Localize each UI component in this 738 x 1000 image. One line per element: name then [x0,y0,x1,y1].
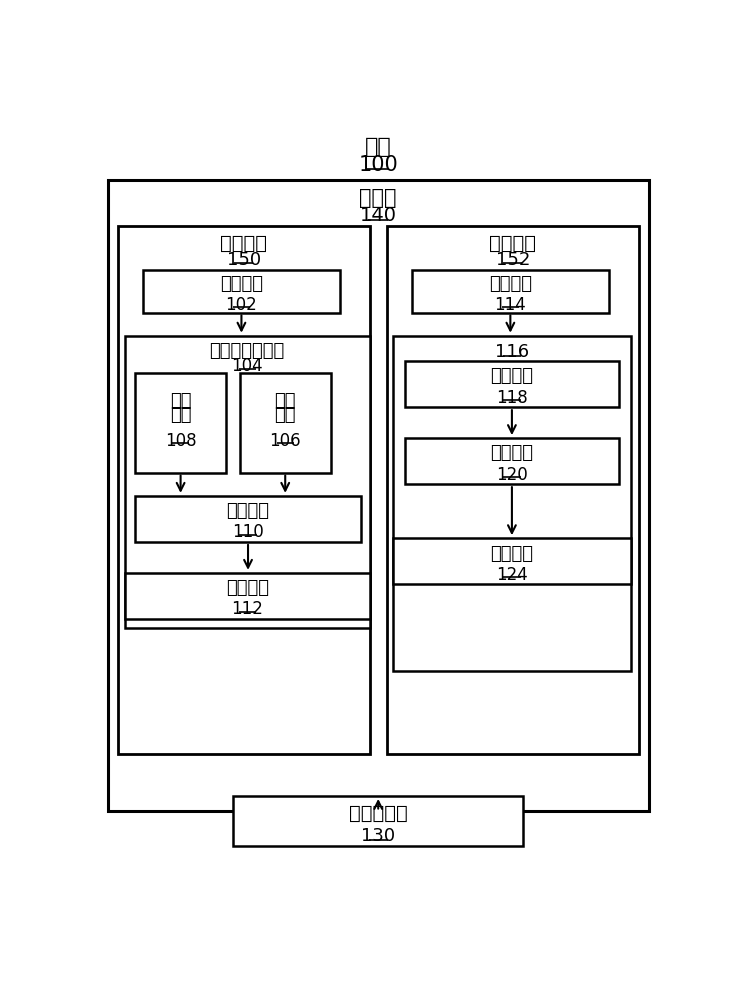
Text: 150: 150 [227,251,261,269]
Bar [135,373,227,473]
Bar [412,270,609,312]
Text: 102: 102 [226,296,258,314]
Text: 118: 118 [496,389,528,407]
Bar [135,496,361,542]
Text: 124: 124 [496,566,528,584]
Text: 模块: 模块 [170,406,191,424]
Text: 调节: 调节 [275,392,296,410]
Text: 系统: 系统 [365,137,392,157]
Text: 解码模块: 解码模块 [227,502,269,520]
Bar [404,361,619,407]
Text: 104: 104 [232,357,263,375]
Text: 110: 110 [232,523,264,541]
Text: 构建引擎: 构建引擎 [220,234,267,253]
Text: 渲染模块: 渲染模块 [491,545,534,563]
Bar [393,336,631,671]
Text: 构建自动编码器: 构建自动编码器 [210,342,285,360]
Bar [233,796,523,846]
Bar [404,438,619,484]
Text: 模块: 模块 [275,406,296,424]
Text: 112: 112 [231,600,263,618]
Text: 108: 108 [165,432,196,450]
Bar [125,573,370,619]
Text: 编码模块: 编码模块 [491,367,534,385]
Text: 120: 120 [496,466,528,484]
Text: 存储器: 存储器 [359,188,397,208]
Text: 100: 100 [359,155,398,175]
Bar [118,226,370,754]
Bar [108,180,649,811]
Text: 输入模块: 输入模块 [489,275,532,293]
Bar [125,336,370,628]
Text: 解码模块: 解码模块 [491,444,534,462]
Text: 物理处理器: 物理处理器 [349,804,407,823]
Text: 驱动引擎: 驱动引擎 [489,234,537,253]
Bar [393,538,631,584]
Text: 140: 140 [359,206,397,225]
Text: 编码: 编码 [170,392,191,410]
Text: 106: 106 [269,432,301,450]
Text: 114: 114 [494,296,526,314]
Text: 130: 130 [361,827,396,845]
Bar [387,226,638,754]
Text: 渲染模块: 渲染模块 [226,579,269,597]
Bar [142,270,340,312]
Text: 116: 116 [495,343,529,361]
Text: 输入模块: 输入模块 [220,275,263,293]
Text: 152: 152 [495,251,530,269]
Bar [240,373,331,473]
